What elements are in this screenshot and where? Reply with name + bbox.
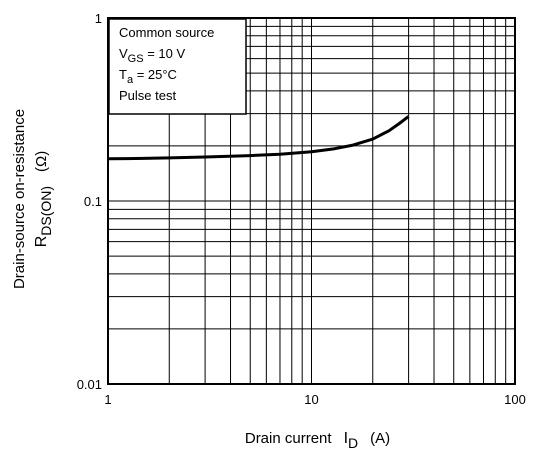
- legend-vgs-symbol: V: [119, 46, 128, 61]
- legend-ta-symbol: T: [119, 67, 127, 82]
- y-axis-label-subscript: DS(ON): [38, 186, 54, 236]
- x-tick-label: 10: [304, 392, 318, 407]
- legend-line-pulse-test: Pulse test: [119, 88, 176, 103]
- series-line: [107, 115, 410, 161]
- y-tick-label: 1: [95, 11, 102, 26]
- x-tick-label: 1: [104, 392, 111, 407]
- x-axis-label-subscript: D: [348, 435, 358, 450]
- legend-line-ta: Ta = 25°C: [119, 67, 177, 86]
- legend-vgs-subscript: GS: [128, 53, 144, 65]
- y-axis-label-unit: (Ω): [33, 151, 50, 172]
- y-tick-label: 0.01: [77, 377, 102, 392]
- legend-vgs-value: = 10 V: [144, 46, 186, 61]
- legend-ta-subscript: a: [127, 74, 134, 86]
- grid: [108, 18, 515, 384]
- x-axis-label-unit: (A): [370, 430, 390, 447]
- legend-line-common-source: Common source: [119, 25, 214, 40]
- y-tick-label: 0.1: [84, 194, 102, 209]
- x-axis-label-symbol: I: [344, 430, 348, 447]
- legend-ta-value: = 25°C: [133, 67, 177, 82]
- series: [107, 115, 410, 161]
- legend-box: [108, 18, 247, 115]
- plot-frame: [107, 17, 516, 385]
- y-axis-label-line1: Drain-source on-resistance: [11, 109, 28, 289]
- x-axis-label-main: Drain current: [245, 430, 333, 447]
- x-tick-label: 100: [504, 392, 526, 407]
- y-axis-label-symbol: R: [33, 236, 50, 248]
- y-axis-label-line2: RDS(ON) (Ω): [33, 151, 54, 248]
- legend-line-vgs: VGS = 10 V: [119, 46, 185, 65]
- x-axis-label: Drain current ID (A): [245, 430, 390, 450]
- tick-labels: 1 10 100 0.01 0.1 1: [77, 11, 526, 407]
